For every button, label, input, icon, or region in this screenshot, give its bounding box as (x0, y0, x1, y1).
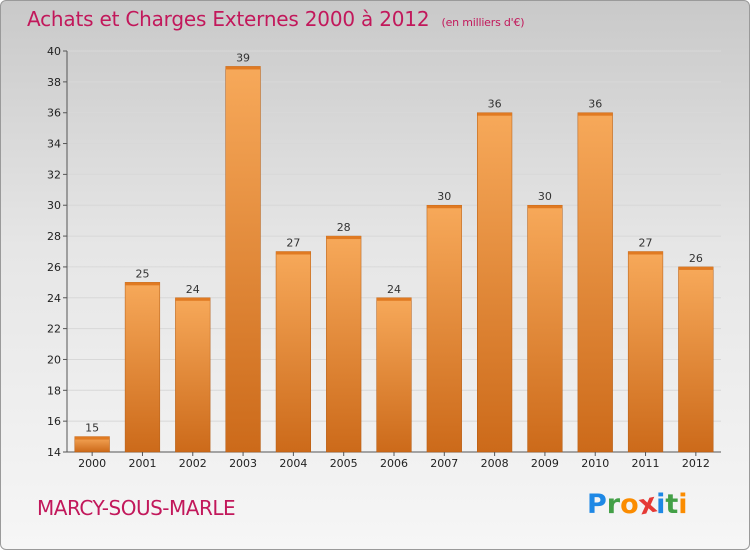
y-tick-label: 36 (47, 107, 61, 120)
bar-value-label: 24 (186, 283, 200, 296)
y-tick-label: 14 (47, 446, 61, 459)
bar-top-edge (376, 297, 412, 301)
bar-top-edge (628, 251, 663, 255)
logo-letter: P (587, 489, 607, 520)
bar-value-label: 27 (286, 237, 300, 250)
x-tick-label: 2004 (279, 457, 307, 470)
bar-value-label: 24 (387, 283, 401, 296)
logo-letter: i (678, 489, 688, 520)
x-tick-label: 2005 (330, 457, 358, 470)
y-tick-label: 32 (47, 168, 61, 181)
bar-top-edge (326, 236, 362, 240)
bar-top-edge (276, 251, 311, 255)
bar-top-edge (426, 205, 462, 209)
logo-letter: r (606, 489, 621, 520)
bar-top-edge (678, 266, 714, 270)
bar-value-label: 26 (689, 252, 703, 265)
y-tick-label: 18 (47, 384, 61, 397)
y-tick-label: 28 (47, 230, 61, 243)
bar-value-label: 28 (337, 221, 351, 234)
bar-value-label: 15 (85, 422, 99, 435)
bar-value-label: 27 (639, 237, 653, 250)
x-tick-label: 2003 (229, 457, 257, 470)
x-tick-label: 2010 (581, 457, 609, 470)
logo-letter: i (656, 489, 666, 520)
y-tick-label: 30 (47, 199, 61, 212)
x-tick-label: 2000 (78, 457, 106, 470)
y-tick-label: 26 (47, 261, 61, 274)
logo-letter: o (620, 489, 639, 520)
bar-value-label: 39 (236, 51, 250, 64)
bar (225, 66, 261, 453)
bar (275, 251, 311, 453)
x-tick-label: 2007 (430, 457, 458, 470)
x-tick-label: 2009 (531, 457, 559, 470)
logo-letter: t (665, 489, 679, 520)
bar-top-edge (74, 436, 110, 440)
bar (376, 297, 412, 453)
bar-top-edge (225, 66, 261, 70)
x-tick-label: 2002 (179, 457, 207, 470)
y-tick-label: 20 (47, 353, 61, 366)
y-tick-label: 34 (47, 138, 61, 151)
bar-top-edge (477, 112, 512, 116)
bar-value-label: 30 (437, 190, 451, 203)
bar-value-label: 36 (588, 98, 602, 111)
bar-value-label: 25 (135, 267, 149, 280)
bar (426, 204, 462, 453)
y-tick-label: 24 (47, 292, 61, 305)
bar (326, 235, 362, 453)
bar-top-edge (175, 297, 211, 301)
bar (477, 112, 513, 453)
x-tick-label: 2006 (380, 457, 408, 470)
x-tick-label: 2011 (632, 457, 660, 470)
chart-title-text: Achats et Charges Externes 2000 à 2012 (27, 7, 430, 31)
bar (124, 282, 161, 453)
proxiti-logo: Proxiti (587, 488, 688, 522)
bar (577, 112, 613, 453)
x-tick-label: 2001 (128, 457, 156, 470)
bar (175, 297, 211, 453)
bar-value-label: 36 (488, 98, 502, 111)
commune-name: MARCY-SOUS-MARLE (37, 496, 236, 520)
bar (527, 204, 563, 453)
y-tick-label: 40 (47, 45, 61, 58)
y-tick-label: 38 (47, 76, 61, 89)
chart-subtitle: (en milliers d'€) (441, 16, 525, 29)
bar-top-edge (527, 205, 563, 209)
y-tick-label: 22 (47, 323, 61, 336)
x-tick-label: 2008 (481, 457, 509, 470)
bar (678, 266, 714, 453)
bar-value-label: 30 (538, 190, 552, 203)
bar-top-edge (577, 112, 613, 116)
y-tick-label: 16 (47, 415, 61, 428)
bar-top-edge (125, 282, 160, 286)
x-tick-label: 2012 (682, 457, 710, 470)
chart-title: Achats et Charges Externes 2000 à 2012 (… (27, 7, 525, 31)
bar (627, 251, 664, 453)
